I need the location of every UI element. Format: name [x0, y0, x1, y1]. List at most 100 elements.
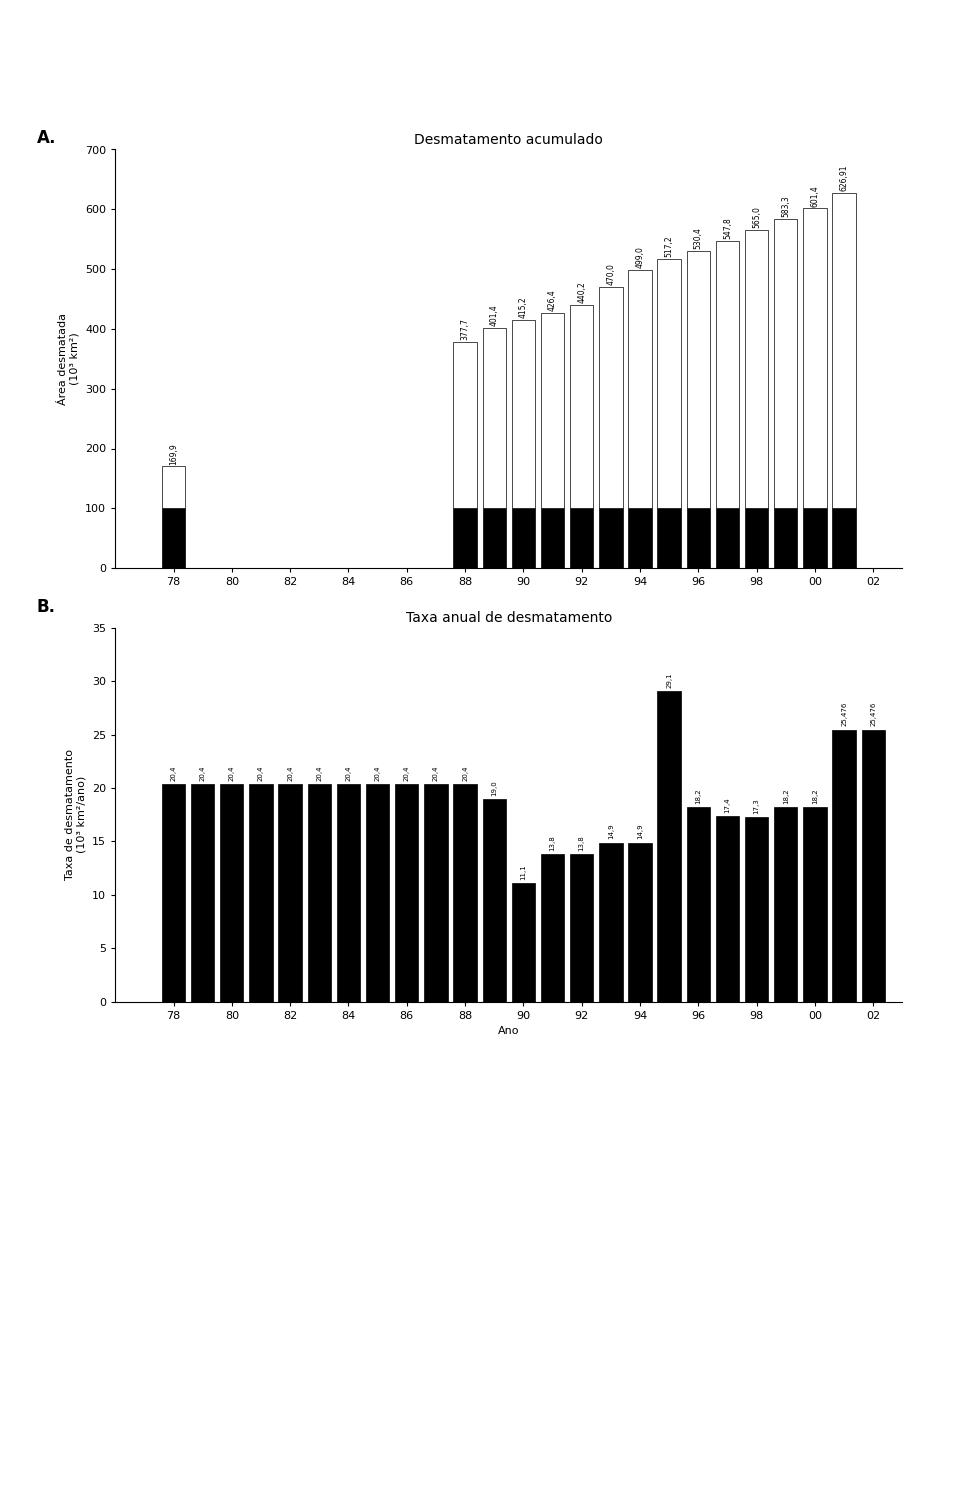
Bar	[453, 342, 477, 508]
Text: 20,4: 20,4	[171, 765, 177, 780]
Text: 14,9: 14,9	[637, 824, 643, 839]
Bar	[512, 320, 535, 508]
Text: 415,2: 415,2	[518, 296, 528, 318]
Text: 19,0: 19,0	[492, 780, 497, 795]
Bar	[599, 287, 622, 508]
Bar	[599, 843, 622, 1002]
Text: 440,2: 440,2	[577, 281, 587, 303]
Text: 17,3: 17,3	[754, 798, 759, 813]
Text: 20,4: 20,4	[404, 765, 410, 780]
Text: 547,8: 547,8	[723, 217, 732, 239]
Bar	[716, 508, 739, 568]
Text: 601,4: 601,4	[810, 185, 820, 206]
Bar	[570, 854, 593, 1002]
Text: A.: A.	[36, 129, 56, 147]
Bar	[191, 783, 214, 1002]
Text: 377,7: 377,7	[461, 318, 469, 341]
Text: 18,2: 18,2	[782, 788, 789, 804]
Bar	[512, 508, 535, 568]
Text: 426,4: 426,4	[548, 290, 557, 311]
Bar	[540, 508, 564, 568]
Text: 20,4: 20,4	[200, 765, 205, 780]
Text: 169,9: 169,9	[169, 443, 178, 465]
Text: 20,4: 20,4	[374, 765, 380, 780]
Bar	[483, 798, 506, 1002]
Bar	[540, 854, 564, 1002]
Bar	[162, 466, 185, 508]
Text: 626,91: 626,91	[840, 164, 849, 191]
Text: 20,4: 20,4	[287, 765, 293, 780]
Y-axis label: Taxa de desmatamento
(10³ km²/ano): Taxa de desmatamento (10³ km²/ano)	[65, 749, 86, 881]
Bar	[774, 508, 798, 568]
Text: 13,8: 13,8	[579, 836, 585, 851]
Bar	[278, 783, 301, 1002]
Bar	[832, 508, 855, 568]
Bar	[774, 807, 798, 1002]
Text: 11,1: 11,1	[520, 864, 526, 881]
Bar	[570, 305, 593, 508]
Bar	[804, 508, 827, 568]
Bar	[629, 843, 652, 1002]
Bar	[424, 783, 447, 1002]
Text: 20,4: 20,4	[258, 765, 264, 780]
Bar	[658, 259, 681, 508]
Bar	[599, 508, 622, 568]
Bar	[162, 508, 185, 568]
Bar	[396, 783, 419, 1002]
Text: 401,4: 401,4	[490, 305, 499, 326]
Title: Taxa anual de desmatamento: Taxa anual de desmatamento	[406, 611, 612, 625]
Bar	[453, 508, 477, 568]
Title: Desmatamento acumulado: Desmatamento acumulado	[415, 133, 603, 147]
Bar	[861, 730, 885, 1002]
Bar	[745, 508, 768, 568]
Text: 565,0: 565,0	[752, 206, 761, 229]
Bar	[512, 884, 535, 1002]
Bar	[716, 241, 739, 508]
Bar	[453, 783, 477, 1002]
Bar	[307, 783, 331, 1002]
Bar	[686, 508, 710, 568]
Text: 18,2: 18,2	[695, 788, 702, 804]
Text: 20,4: 20,4	[228, 765, 235, 780]
Text: 20,4: 20,4	[433, 765, 439, 780]
Bar	[658, 508, 681, 568]
Text: 18,2: 18,2	[812, 788, 818, 804]
Text: 530,4: 530,4	[694, 227, 703, 250]
Text: 25,476: 25,476	[841, 703, 847, 727]
Bar	[483, 327, 506, 508]
Bar	[804, 208, 827, 508]
Bar	[629, 508, 652, 568]
Text: 517,2: 517,2	[664, 235, 674, 257]
Bar	[658, 691, 681, 1002]
Text: 13,8: 13,8	[549, 836, 556, 851]
Bar	[745, 230, 768, 508]
Text: 29,1: 29,1	[666, 673, 672, 688]
Text: 14,9: 14,9	[608, 824, 613, 839]
Bar	[337, 783, 360, 1002]
Text: 25,476: 25,476	[871, 703, 876, 727]
Bar	[804, 807, 827, 1002]
Text: 499,0: 499,0	[636, 247, 644, 268]
Text: 17,4: 17,4	[725, 797, 731, 813]
Bar	[220, 783, 244, 1002]
Bar	[162, 783, 185, 1002]
Bar	[483, 508, 506, 568]
Text: 20,4: 20,4	[462, 765, 468, 780]
Bar	[629, 269, 652, 508]
Bar	[716, 816, 739, 1002]
Bar	[686, 251, 710, 508]
Bar	[832, 730, 855, 1002]
Y-axis label: Área desmatada
(10³ km²): Área desmatada (10³ km²)	[58, 312, 80, 405]
Bar	[774, 220, 798, 508]
Bar	[570, 508, 593, 568]
Bar	[686, 807, 710, 1002]
Bar	[250, 783, 273, 1002]
Text: 20,4: 20,4	[346, 765, 351, 780]
Text: 470,0: 470,0	[607, 263, 615, 286]
Bar	[366, 783, 389, 1002]
X-axis label: Ano: Ano	[498, 1026, 519, 1036]
Bar	[745, 816, 768, 1002]
Bar	[832, 193, 855, 508]
Text: 20,4: 20,4	[316, 765, 323, 780]
Bar	[540, 312, 564, 508]
